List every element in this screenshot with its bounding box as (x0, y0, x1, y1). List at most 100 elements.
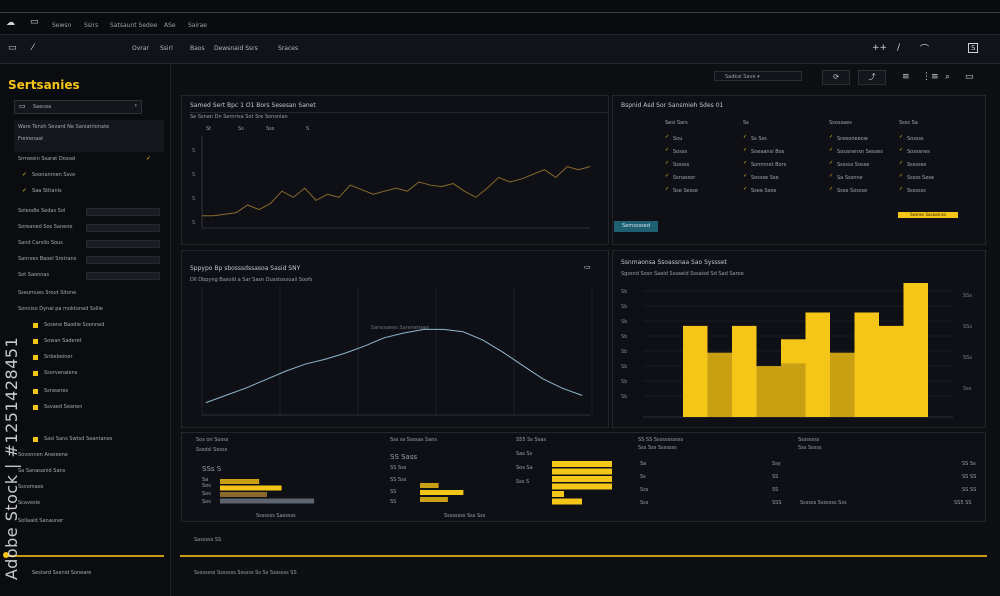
sidebar-info-box: Ware Tensh Sevard Ne Saniatrionate Freir… (14, 120, 164, 152)
sidebar-item[interactable]: Sosene Baodie Soonned (44, 322, 105, 328)
sidebar-item[interactable]: Sonniso Dynal pa moktoned Ssliie (18, 306, 103, 312)
view-dropdown[interactable]: Sadkai Save ▾ (714, 71, 802, 81)
curve-point (522, 365, 524, 366)
curve-point (383, 337, 385, 339)
sidebar-item[interactable]: Snbebeiner (44, 354, 73, 360)
sidebar-input[interactable] (86, 208, 160, 216)
folder-icon[interactable]: ▭ (8, 43, 17, 53)
line-point (486, 187, 488, 189)
list-icon[interactable]: ⋮≡ (922, 72, 939, 82)
line-point (338, 196, 340, 198)
curve-point (443, 329, 444, 330)
sidebar-item[interactable]: Ssneanes (44, 388, 68, 394)
check-icon: ✓ (829, 147, 834, 153)
curve-point (324, 359, 326, 360)
sidebar-item[interactable]: Sot Saonnas (18, 272, 50, 278)
search-icon[interactable]: ⌕ (945, 72, 951, 82)
grid-cell: Sssss Sese (907, 175, 935, 181)
menu-item-1[interactable]: Sewsn (52, 22, 72, 29)
menu-item-2[interactable]: Ssirs (84, 22, 99, 29)
check-icon: ✓ (899, 147, 904, 153)
check-icon: ✓ (829, 186, 834, 192)
nav-link-overview[interactable]: Ovrar (132, 45, 149, 52)
nav-link-2[interactable]: Ssirl (160, 45, 173, 52)
bar (683, 325, 708, 417)
grid-action-button[interactable]: Sernssssed (614, 221, 658, 232)
sidebar-progress-dot[interactable] (3, 552, 9, 558)
sidebar-title: Sertsanies (8, 78, 80, 92)
sidebar-input[interactable] (86, 272, 160, 280)
line-point (509, 181, 511, 183)
sidebar-item[interactable]: Saa Stltanls (32, 188, 62, 194)
sidebar-item[interactable]: Sowan Saderet (44, 338, 82, 344)
sidebar-item[interactable]: Ssvaed Seanen (44, 404, 83, 410)
sidebar-item[interactable]: Sasi Sans Swtsd Seantanes (44, 436, 113, 442)
nav-link-4[interactable]: Dewsnaid Ssrs (214, 45, 258, 52)
sidebar-input[interactable] (86, 240, 160, 248)
sidebar-dropdown[interactable]: Saecea ▭ › (14, 100, 142, 114)
sidebar-item[interactable]: Ssorvenalens (44, 370, 78, 376)
sidebar-input[interactable] (86, 224, 160, 232)
sidebar-item[interactable]: Soleodle Sedas Sol (18, 208, 66, 214)
y-tick-label: Sb (621, 289, 627, 295)
sidebar-item[interactable]: Sa Sanasanid Sans (18, 468, 66, 474)
window-icon[interactable]: ▭ (584, 263, 591, 271)
pen-icon[interactable]: ⁄ (32, 43, 34, 53)
table-cell: Ss (640, 474, 646, 480)
y-tick-label: S (192, 196, 195, 202)
sidebar-item[interactable]: Sanrves Baoel Srotrans (18, 256, 77, 262)
sidebar-dropdown-label: Saecea (33, 104, 52, 110)
grid-cell: Ss Sss (751, 136, 767, 142)
line-chart-1: S S S S (192, 136, 591, 229)
expand-icon[interactable]: ++ (872, 43, 888, 53)
curve-point (304, 363, 306, 365)
line-point (589, 166, 591, 168)
info-line-1: Ware Tensh Sevard Ne Saniatrionate (18, 124, 110, 130)
line-point (429, 184, 431, 186)
nav-link-5[interactable]: Sraces (278, 45, 299, 52)
sidebar-progress-line (4, 555, 164, 557)
menu-icon[interactable]: ≡ (902, 72, 910, 82)
y-tick-label-right: Sss (963, 386, 972, 392)
sidebar-item[interactable]: Sovonnen Aneieene (18, 452, 68, 458)
window-icon[interactable]: ▭ (30, 17, 39, 27)
watermark: Adobe Stock | #1251428451 (2, 336, 21, 580)
bar (756, 366, 781, 417)
table-cell: Ssy (772, 461, 781, 467)
check-icon: ✓ (146, 155, 152, 162)
menu-item-5[interactable]: Sairae (188, 22, 207, 29)
sidebar-item[interactable]: Soreaned Sos Sanene (18, 224, 73, 230)
line-point (384, 190, 385, 192)
sidebar-item[interactable]: Scavesie (18, 500, 41, 506)
top-divider (0, 12, 1000, 13)
edit-icon[interactable]: / (897, 43, 901, 53)
account-icon[interactable]: S (968, 43, 979, 53)
check-icon: ✓ (899, 186, 904, 192)
sidebar-item[interactable]: Sseumues Srout Sitone (18, 290, 77, 296)
bottom-caption: Sasssss SS (194, 537, 222, 543)
menu-item-4[interactable]: ASe (164, 22, 176, 29)
menu-item-3[interactable]: Satsaunt Sedee (110, 22, 158, 29)
refresh-button[interactable]: ⟳ (822, 70, 850, 85)
sidebar-item[interactable]: Sand Carsllo Sous (18, 240, 63, 246)
screen-icon[interactable]: ▭ (965, 72, 974, 82)
curve-point (423, 329, 425, 330)
sidebar-input[interactable] (86, 256, 160, 264)
cloud-icon[interactable]: ☁ (6, 18, 15, 28)
sidebar-item[interactable]: Sollaaid Sanauner (18, 518, 64, 524)
signal-icon[interactable]: ⌒ (920, 45, 930, 55)
footer-progress-line (180, 555, 987, 557)
line-point (292, 196, 294, 198)
sidebar-item[interactable]: Ssvomaes (18, 484, 44, 490)
square-bullet-icon (33, 355, 38, 360)
sidebar-item[interactable]: Soonanmen Ssve (32, 172, 76, 178)
sidebar-item[interactable]: Srmwein Ssarat Dossel (18, 156, 76, 162)
trend-button[interactable]: ⤴ (858, 70, 886, 85)
nav-link-3[interactable]: Baos (190, 45, 205, 52)
line-point (532, 173, 534, 175)
panel-grid: Bspnid Asd Sor Sansmieh Sdes 01 Sesi Sar… (612, 95, 986, 245)
table-cell: SSS (772, 500, 782, 506)
line-point (418, 181, 420, 183)
curve-point (284, 371, 286, 372)
bottom-right-sub: Sss Sss Sssssss (638, 445, 677, 451)
